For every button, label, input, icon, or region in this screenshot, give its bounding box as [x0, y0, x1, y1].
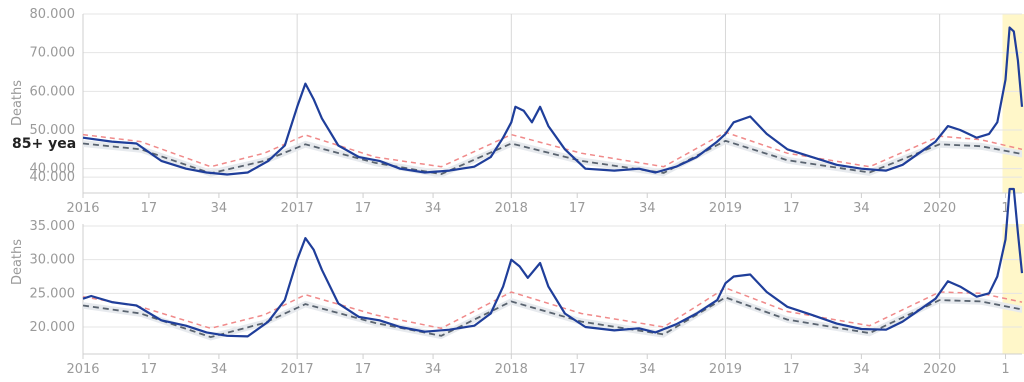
x-tick-label: 1	[1001, 362, 1009, 377]
deaths-line	[82, 187, 1024, 338]
x-tick-label: 2016	[66, 201, 99, 216]
x-tick-label: 2016	[66, 362, 99, 377]
y-tick-label: 40.000	[30, 162, 76, 177]
highlight-band	[1002, 224, 1024, 354]
deaths-line	[82, 26, 1024, 176]
x-tick-label: 34	[639, 362, 656, 377]
y-tick-label: 60.000	[30, 84, 76, 99]
x-tick-label: 34	[639, 201, 656, 216]
x-tick-label: 2018	[495, 201, 528, 216]
y-tick-label: 50.000	[30, 123, 76, 138]
x-tick-label: 34	[853, 362, 870, 377]
x-tick-label: 2018	[495, 362, 528, 377]
y-tick-label: 25.000	[30, 286, 76, 301]
x-tick-label: 34	[853, 201, 870, 216]
y-axis-label: Deaths	[10, 239, 25, 285]
x-tick-label: 2020	[923, 362, 956, 377]
x-tick-label: 17	[355, 362, 372, 377]
upper-threshold-line	[82, 287, 1023, 330]
y-axis-label: Deaths	[10, 80, 25, 126]
x-tick-label: 34	[211, 362, 228, 377]
x-tick-label: 1	[1001, 201, 1009, 216]
x-tick-label: 2020	[923, 201, 956, 216]
y-tick-label: 40.000	[30, 170, 76, 185]
y-tick-label: 70.000	[30, 46, 76, 61]
x-tick-label: 17	[569, 362, 586, 377]
x-tick-label: 2019	[709, 201, 742, 216]
y-tick-label: 30.000	[30, 253, 76, 268]
y-tick-label: 80.000	[30, 7, 76, 22]
x-tick-label: 2017	[281, 362, 314, 377]
panel-all-ages: 20.000 25.000 30.000 35.000 2016 17 34 2017 17 34…	[10, 187, 1024, 377]
x-tick-label: 34	[425, 201, 442, 216]
y-tick-label: 35.000	[30, 219, 76, 234]
panel-title: 85+ yea	[12, 136, 76, 152]
x-tick-label: 34	[425, 362, 442, 377]
upper-threshold-line	[82, 131, 1023, 168]
x-tick-label: 17	[355, 201, 372, 216]
x-tick-label: 17	[141, 201, 158, 216]
x-tick-label: 17	[569, 201, 586, 216]
x-tick-label: 2017	[281, 201, 314, 216]
x-tick-label: 17	[141, 362, 158, 377]
y-tick-label: 20.000	[30, 320, 76, 335]
x-tick-label: 34	[211, 201, 228, 216]
baseline-line	[82, 139, 1023, 176]
x-tick-label: 17	[783, 201, 800, 216]
x-tick-label: 2019	[709, 362, 742, 377]
baseline-band	[83, 294, 1022, 341]
baseline-band	[83, 137, 1022, 178]
x-tick-label: 17	[783, 362, 800, 377]
